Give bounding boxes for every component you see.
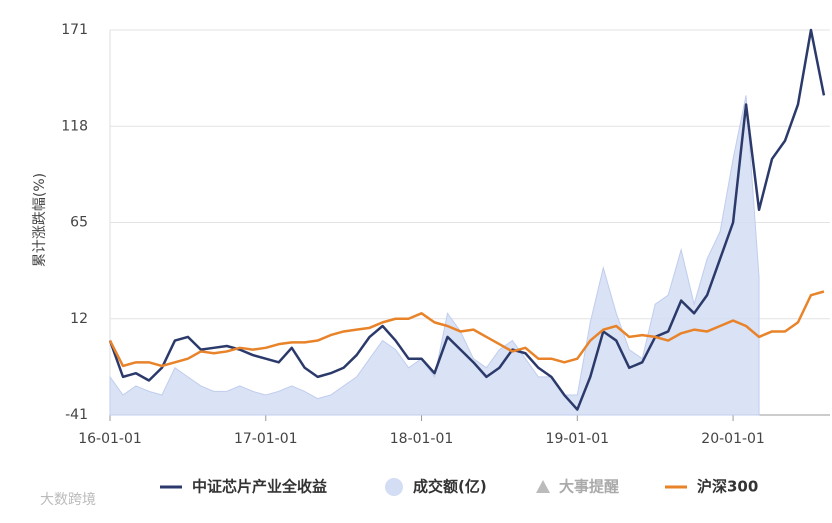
y-tick-label: 12: [70, 311, 88, 327]
y-tick-label: 118: [61, 118, 88, 134]
x-tick-label: 17-01-01: [234, 431, 298, 447]
legend-label: 中证芯片产业全收益: [192, 478, 327, 496]
y-tick-label: -41: [65, 407, 88, 423]
watermark: 大数跨境: [40, 492, 96, 508]
series-line: [108, 28, 826, 411]
x-tick-label: 16-01-01: [78, 431, 142, 447]
legend-label: 沪深300: [697, 478, 758, 496]
y-tick-label: 65: [70, 215, 88, 231]
y-tick-label: 171: [61, 22, 88, 38]
legend-label: 成交额(亿): [413, 478, 487, 496]
legend-icon: [385, 478, 403, 496]
x-tick-label: 19-01-01: [546, 431, 610, 447]
y-axis-label: 累计涨跌幅(%): [32, 173, 48, 267]
legend-label: 大事提醒: [559, 478, 619, 496]
legend: 中证芯片产业全收益 成交额(亿) 大事提醒 沪深300: [160, 478, 758, 496]
series-line: [108, 290, 825, 368]
legend-icon: [536, 480, 550, 493]
x-tick-label: 20-01-01: [701, 431, 765, 447]
x-tick-label: 18-01-01: [390, 431, 454, 447]
volume-area: [109, 95, 760, 416]
